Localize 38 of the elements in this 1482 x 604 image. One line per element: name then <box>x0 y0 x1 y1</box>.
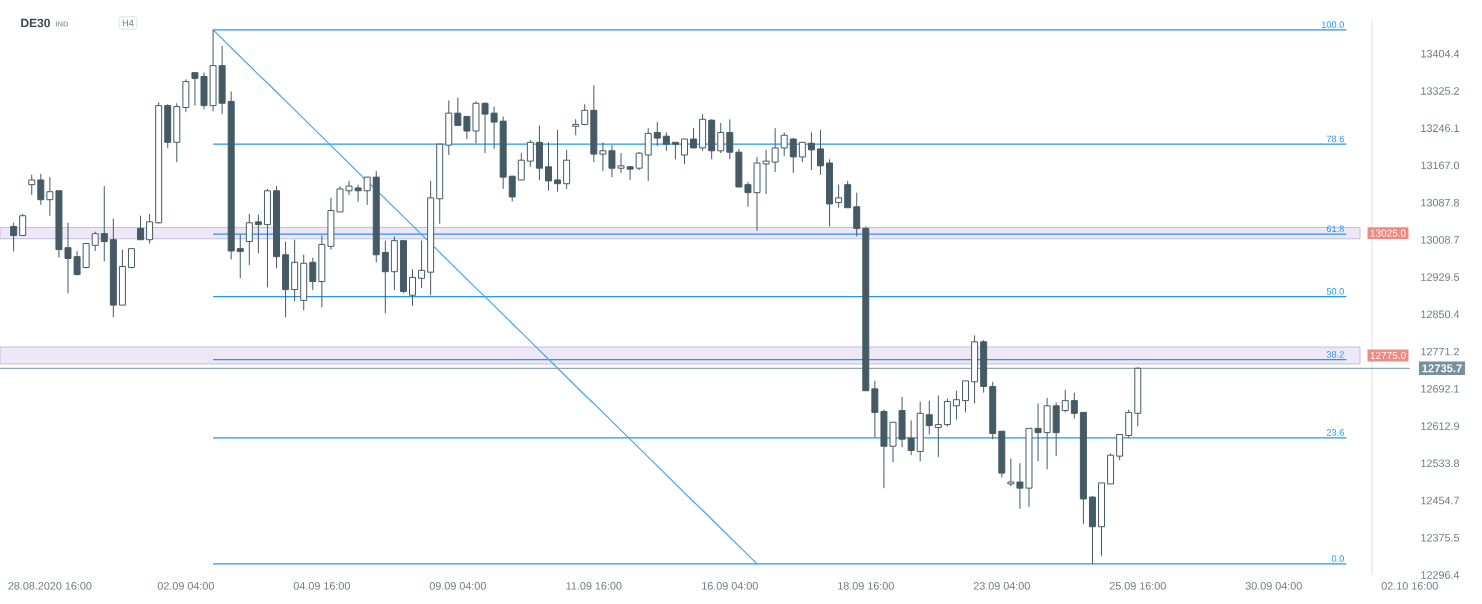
y-tick-label: 12454.7 <box>1421 496 1459 505</box>
y-tick-label: 12375.5 <box>1421 533 1460 542</box>
band-label: 12775.0 <box>1370 351 1406 359</box>
x-tick-label: 18.09 16:00 <box>838 582 894 590</box>
y-tick-label: 12692.1 <box>1421 385 1459 393</box>
ref-line-label: 12735.7 <box>1422 364 1462 373</box>
y-tick-label: 13404.4 <box>1421 49 1460 58</box>
x-tick-label: 25.09 16:00 <box>1109 582 1166 590</box>
series-label: 50.0 <box>1326 288 1344 295</box>
y-tick-label: 13008.7 <box>1421 236 1459 244</box>
x-tick-label: 02.09 04:00 <box>157 582 214 590</box>
x-tick-label: 02.10 16:00 <box>1381 582 1438 590</box>
x-tick-label: 28.08.2020 16:00 <box>8 582 92 590</box>
y-tick-label: 13087.8 <box>1421 198 1460 207</box>
series-label: 100.0 <box>1321 21 1344 28</box>
y-tick-label: 13167.0 <box>1421 161 1460 170</box>
x-tick-label: 16.09 04:00 <box>702 582 758 590</box>
x-tick-label: 30.09 04:00 <box>1245 582 1302 590</box>
series-label: 23.6 <box>1326 429 1344 436</box>
y-tick-label: 12296.4 <box>1421 571 1460 579</box>
y-tick-label: 12612.9 <box>1421 422 1459 430</box>
y-tick-label: 12771.2 <box>1421 347 1459 356</box>
band-label: 13025.0 <box>1370 229 1406 237</box>
series-label: 61.8 <box>1326 225 1344 233</box>
x-tick-label: 23.09 04:00 <box>973 582 1030 590</box>
annotation: H4 <box>122 19 134 27</box>
series-label: 0.0 <box>1331 555 1344 562</box>
x-tick-label: 11.09 16:00 <box>566 582 622 590</box>
y-tick-label: 12929.5 <box>1421 273 1460 281</box>
y-tick-label: 13325.2 <box>1421 87 1459 95</box>
y-tick-label: 12533.8 <box>1421 459 1460 468</box>
y-tick-label: 12850.4 <box>1421 310 1460 319</box>
x-tick-label: 04.09 16:00 <box>293 582 350 590</box>
series-label: 38.2 <box>1326 351 1344 358</box>
series-label: 78.6 <box>1326 135 1344 143</box>
y-tick-label: 13246.1 <box>1421 124 1459 132</box>
chart-title: DE30 <box>21 18 50 28</box>
x-tick-label: 09.09 04:00 <box>429 582 486 590</box>
